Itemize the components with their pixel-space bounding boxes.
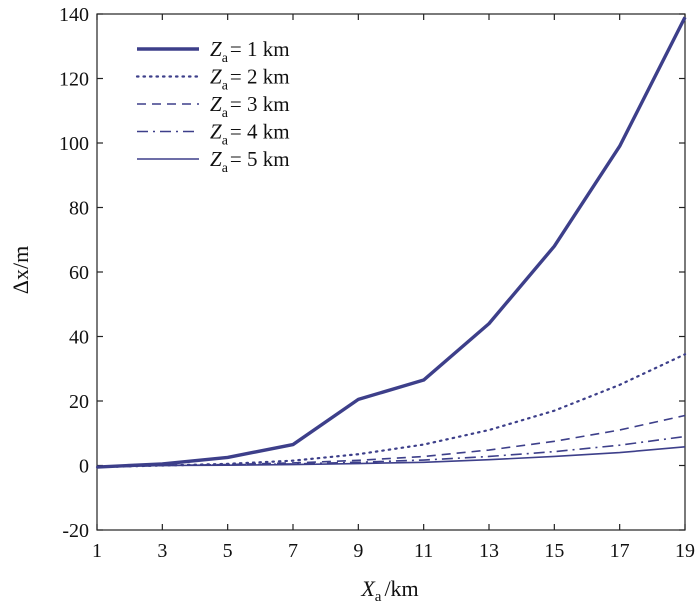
plot-area <box>96 13 686 531</box>
y-tick-label: -20 <box>62 520 89 542</box>
y-tick-label: 100 <box>59 133 89 155</box>
y-tick-label: 140 <box>59 4 89 26</box>
legend-symbol: Z <box>210 37 222 61</box>
legend-symbol: Z <box>210 147 222 171</box>
legend-value: = 2 km <box>230 65 290 89</box>
x-axis-label-subscript: a <box>375 589 382 605</box>
y-tick-label: 120 <box>59 69 89 91</box>
x-tick-label: 5 <box>223 540 233 562</box>
x-tick-label: 17 <box>610 540 630 562</box>
legend-label-4: Za= 4 km <box>210 120 290 149</box>
x-tick-label: 3 <box>157 540 167 562</box>
legend-symbol: Z <box>210 120 222 144</box>
x-tick-label: 7 <box>288 540 298 562</box>
series-line-5 <box>96 446 686 468</box>
x-tick-label: 1 <box>92 540 102 562</box>
x-tick-label: 13 <box>479 540 499 562</box>
x-axis-label-symbol: X <box>360 576 376 601</box>
y-tick-label: 0 <box>79 456 89 478</box>
x-axis: 1 3 5 7 9 11 13 15 17 19 <box>92 14 695 562</box>
y-axis: -20 0 20 40 60 80 100 120 140 <box>59 4 685 542</box>
x-tick-label: 19 <box>675 540 695 562</box>
legend-subscript: a <box>222 51 229 66</box>
legend-subscript: a <box>222 79 229 94</box>
y-tick-label: 20 <box>69 391 89 413</box>
legend-subscript: a <box>222 106 229 121</box>
legend-label-3: Za= 3 km <box>210 92 290 121</box>
y-tick-label: 80 <box>69 198 89 220</box>
legend-subscript: a <box>222 134 229 149</box>
legend-label-2: Za= 2 km <box>210 65 290 94</box>
x-tick-label: 15 <box>544 540 564 562</box>
legend-symbol: Z <box>210 92 222 116</box>
plot-frame <box>96 13 686 531</box>
x-tick-label: 11 <box>414 540 433 562</box>
legend-value: = 5 km <box>230 147 290 171</box>
y-tick-label: 40 <box>69 327 89 349</box>
x-axis-label-unit: /km <box>384 576 418 601</box>
legend-value: = 1 km <box>230 37 290 61</box>
series-line-2 <box>95 353 687 469</box>
x-tick-label: 9 <box>353 540 363 562</box>
series-line-3 <box>96 414 686 468</box>
x-axis-label: Xa/km <box>360 576 418 605</box>
series-line-1 <box>96 16 687 469</box>
y-axis-label: Δx/m <box>8 246 33 294</box>
legend-label-5: Za= 5 km <box>210 147 290 176</box>
legend-subscript: a <box>222 161 229 176</box>
series-lines <box>95 16 687 469</box>
y-tick-label: 60 <box>69 262 89 284</box>
legend-value: = 3 km <box>230 92 290 116</box>
legend-value: = 4 km <box>230 120 290 144</box>
legend-label-1: Za= 1 km <box>210 37 290 66</box>
legend-symbol: Z <box>210 65 222 89</box>
